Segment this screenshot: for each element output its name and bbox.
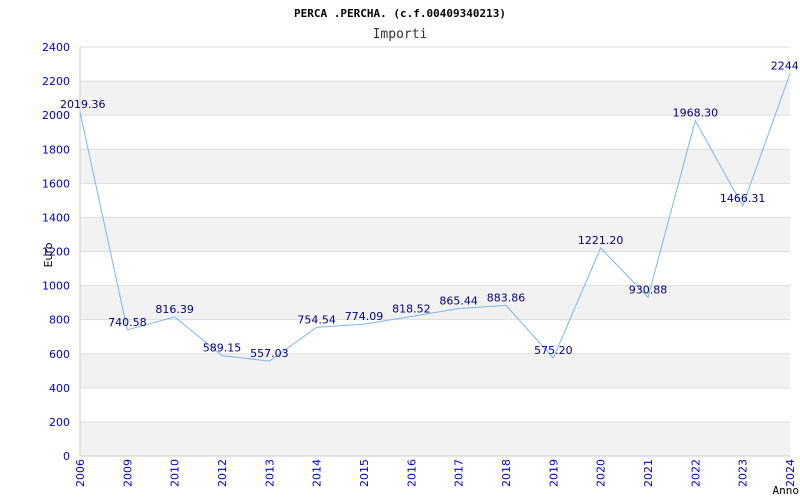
series-line bbox=[79, 73, 791, 362]
y-tick-label: 800 bbox=[49, 314, 70, 327]
grid-band bbox=[80, 285, 790, 320]
x-tick-label: 2024 bbox=[784, 459, 797, 487]
y-tick-label: 2200 bbox=[42, 75, 70, 88]
y-tick-label: 400 bbox=[49, 382, 70, 395]
data-label: 818.52 bbox=[392, 303, 431, 316]
x-tick-label: 2010 bbox=[169, 459, 182, 487]
x-tick-label: 2020 bbox=[595, 459, 608, 487]
chart-subtitle: Importi bbox=[373, 27, 428, 42]
y-tick-label: 1000 bbox=[42, 280, 70, 293]
y-tick-label: 2000 bbox=[42, 109, 70, 122]
data-label: 774.09 bbox=[345, 310, 384, 323]
grid-band bbox=[80, 149, 790, 184]
grid-band bbox=[80, 183, 790, 218]
x-axis-title: Anno bbox=[773, 484, 800, 497]
y-tick-label: 1400 bbox=[42, 211, 70, 224]
data-label: 740.58 bbox=[108, 316, 147, 329]
data-label: 2019.36 bbox=[60, 98, 106, 111]
y-tick-label: 1200 bbox=[42, 246, 70, 259]
data-label: 589.15 bbox=[203, 342, 242, 355]
data-label: 557.03 bbox=[250, 347, 289, 360]
data-label: 2244.7 bbox=[771, 59, 800, 72]
y-tick-label: 200 bbox=[49, 416, 70, 429]
y-tick-label: 1800 bbox=[42, 143, 70, 156]
y-axis-title: Euro bbox=[42, 242, 55, 267]
x-tick-label: 2009 bbox=[121, 459, 134, 487]
grid-band bbox=[80, 319, 790, 354]
y-tick-label: 1600 bbox=[42, 177, 70, 190]
x-tick-label: 2006 bbox=[74, 459, 87, 487]
data-label: 883.86 bbox=[487, 291, 526, 304]
data-labels: 2019.36 740.58 816.39 589.15 557.03 754.54 774… bbox=[60, 59, 800, 360]
grid-band bbox=[80, 47, 790, 82]
data-label: 1968.30 bbox=[673, 107, 719, 120]
grid-band bbox=[80, 217, 790, 252]
x-tick-label: 2021 bbox=[642, 459, 655, 487]
data-label: 865.44 bbox=[439, 295, 478, 308]
data-label: 1221.20 bbox=[578, 234, 624, 247]
x-tick-label: 2015 bbox=[358, 459, 371, 487]
data-label: 930.88 bbox=[629, 283, 668, 296]
grid-band bbox=[80, 115, 790, 150]
series-polyline bbox=[79, 73, 791, 362]
y-tick-label: 2400 bbox=[42, 41, 70, 54]
x-tick-label: 2023 bbox=[737, 459, 750, 487]
grid-band bbox=[80, 251, 790, 286]
x-tick-label: 2019 bbox=[547, 459, 560, 487]
y-tick-label: 600 bbox=[49, 348, 70, 361]
grid-band bbox=[80, 353, 790, 388]
x-tick-label: 2022 bbox=[689, 459, 702, 487]
grid-band bbox=[80, 81, 790, 116]
x-tick-label: 2018 bbox=[500, 459, 513, 487]
grid-band bbox=[80, 421, 790, 456]
background-bands bbox=[80, 47, 790, 456]
x-tick-labels: 2006 2009 2010 2012 2013 2014 2015 2016 2017 2018… bbox=[74, 459, 797, 487]
grid-band bbox=[80, 387, 790, 422]
data-label: 816.39 bbox=[155, 303, 194, 316]
x-tick-label: 2017 bbox=[453, 459, 466, 487]
y-tick-label: 0 bbox=[63, 450, 70, 463]
x-tick-label: 2012 bbox=[216, 459, 229, 487]
data-label: 754.54 bbox=[297, 313, 336, 326]
x-tick-label: 2016 bbox=[405, 459, 418, 487]
x-tick-label: 2013 bbox=[263, 459, 276, 487]
y-tick-labels: 0 200 400 600 800 1000 1200 1400 1600 1800 2000 220… bbox=[42, 41, 70, 463]
data-label: 1466.31 bbox=[720, 192, 766, 205]
x-tick-label: 2014 bbox=[311, 459, 324, 487]
data-label: 575.20 bbox=[534, 344, 573, 357]
chart-title: PERCA .PERCHA. (c.f.00409340213) bbox=[294, 7, 506, 20]
